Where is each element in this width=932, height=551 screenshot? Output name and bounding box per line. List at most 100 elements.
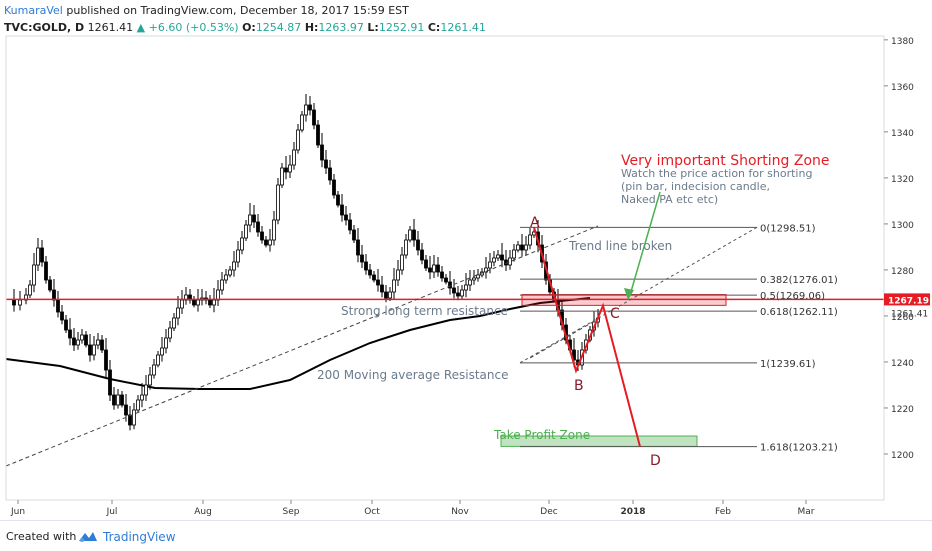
annotation-resistance: Strong long term resistance <box>341 304 508 318</box>
y-tick-label: 1220 <box>891 405 914 415</box>
candle-body <box>248 214 252 226</box>
candle-body <box>216 289 220 301</box>
candle-body <box>84 334 88 346</box>
candle-body <box>388 291 392 299</box>
y-tick-label: 1240 <box>891 359 914 369</box>
footer: Created with TradingView <box>0 520 932 551</box>
abcd-pattern-line <box>533 227 641 447</box>
candle-body <box>88 344 92 356</box>
candle-body <box>180 299 184 309</box>
candle-body <box>116 394 120 406</box>
annotation-note: (pin bar, indecision candle, <box>621 180 770 193</box>
candle-body <box>252 214 256 223</box>
pattern-point-label: B <box>574 378 584 394</box>
y-tick-label: 1200 <box>891 451 914 461</box>
candle-body <box>172 317 176 329</box>
candle-body <box>512 249 516 259</box>
candle-body <box>220 279 224 291</box>
candle-body <box>572 349 576 361</box>
candle-body <box>404 239 408 256</box>
candle-body <box>336 194 340 206</box>
candle-body <box>212 299 216 306</box>
author-link[interactable]: KumaraVel <box>4 4 63 17</box>
candle-body <box>396 269 400 281</box>
candle-body <box>196 299 200 306</box>
candle-body <box>18 299 22 306</box>
candle-body <box>492 257 496 263</box>
created-with-text: Created with <box>6 530 77 543</box>
candle-body <box>164 337 168 349</box>
candle-body <box>340 204 344 216</box>
candle-body <box>296 129 300 151</box>
candle-body <box>72 337 76 346</box>
candle-body <box>360 254 364 263</box>
candle-body <box>468 279 472 286</box>
candle-body <box>156 354 160 366</box>
y-tick-label: 1260 <box>891 313 914 323</box>
candle-body <box>436 264 440 273</box>
candle-body <box>120 394 124 406</box>
candle-body <box>392 279 396 293</box>
annotation-take-profit: Take Profit Zone <box>493 428 590 442</box>
candle-body <box>312 109 316 126</box>
candle-body <box>140 394 144 401</box>
candle-body <box>136 399 140 411</box>
candle-body <box>416 239 420 251</box>
candle-body <box>284 167 288 173</box>
candle-body <box>500 254 504 261</box>
fib-level-label: 0.382(1276.01) <box>760 275 838 286</box>
y-tick-label: 1300 <box>891 221 914 231</box>
symbol-name: TVC:GOLD, D <box>4 21 85 34</box>
annotation-arrow-line <box>629 191 661 296</box>
candle-body <box>168 327 172 339</box>
price-tag-label: 1267.19 <box>888 296 929 306</box>
candle-body <box>440 271 444 279</box>
candle-body <box>348 219 352 231</box>
candle-body <box>276 184 280 221</box>
candle-body <box>356 239 360 256</box>
tradingview-brand[interactable]: TradingView <box>103 530 176 544</box>
open-label: O: <box>242 21 256 34</box>
candle-body <box>420 249 424 261</box>
x-tick-label: Sep <box>283 507 300 517</box>
candle-body <box>316 124 320 146</box>
fib-level-label: 1.618(1203.21) <box>760 443 838 454</box>
candle-body <box>496 254 500 259</box>
candle-body <box>176 307 180 319</box>
candle-body <box>228 269 232 276</box>
candle-body <box>456 292 460 297</box>
candle-body <box>432 264 436 273</box>
drawings: 0(1298.51) 0.382(1276.01) 0.5(1269.06) 0.61… <box>5 153 884 469</box>
fib-level-label: 1(1239.61) <box>760 359 816 370</box>
annotation-trend-broken: Trend line broken <box>568 239 672 253</box>
candle-body <box>152 364 156 376</box>
price-tag-label: 1261.41 <box>891 310 928 320</box>
candle-body <box>488 261 492 269</box>
shorting-zone <box>521 294 727 306</box>
candle-body <box>236 249 240 263</box>
x-tick-label: Mar <box>798 507 815 517</box>
candle-body <box>520 244 524 251</box>
candle-body <box>428 267 432 273</box>
candle-body <box>92 344 96 356</box>
candle-body <box>80 334 84 341</box>
candle-body <box>380 284 384 293</box>
chart-header: KumaraVel published on TradingView.com, … <box>4 2 924 36</box>
candle-body <box>528 234 532 246</box>
open-value: 1254.87 <box>255 21 302 34</box>
last-price: 1261.41 <box>87 21 134 34</box>
candle-body <box>192 299 196 306</box>
candle-body <box>96 339 100 346</box>
close-value: 1261.41 <box>440 21 486 34</box>
y-tick-label: 1340 <box>891 129 914 139</box>
candle-body <box>460 289 464 297</box>
candle-body <box>508 257 512 266</box>
x-tick-label: Jun <box>10 507 25 517</box>
candle-body <box>308 104 312 111</box>
y-tick-label: 1360 <box>891 83 914 93</box>
candle-body <box>40 247 44 263</box>
y-tick-label: 1280 <box>891 267 914 277</box>
price-chart[interactable]: 0(1298.51) 0.382(1276.01) 0.5(1269.06) 0.61… <box>0 0 932 520</box>
candle-body <box>52 289 56 301</box>
candle-body <box>324 159 328 169</box>
